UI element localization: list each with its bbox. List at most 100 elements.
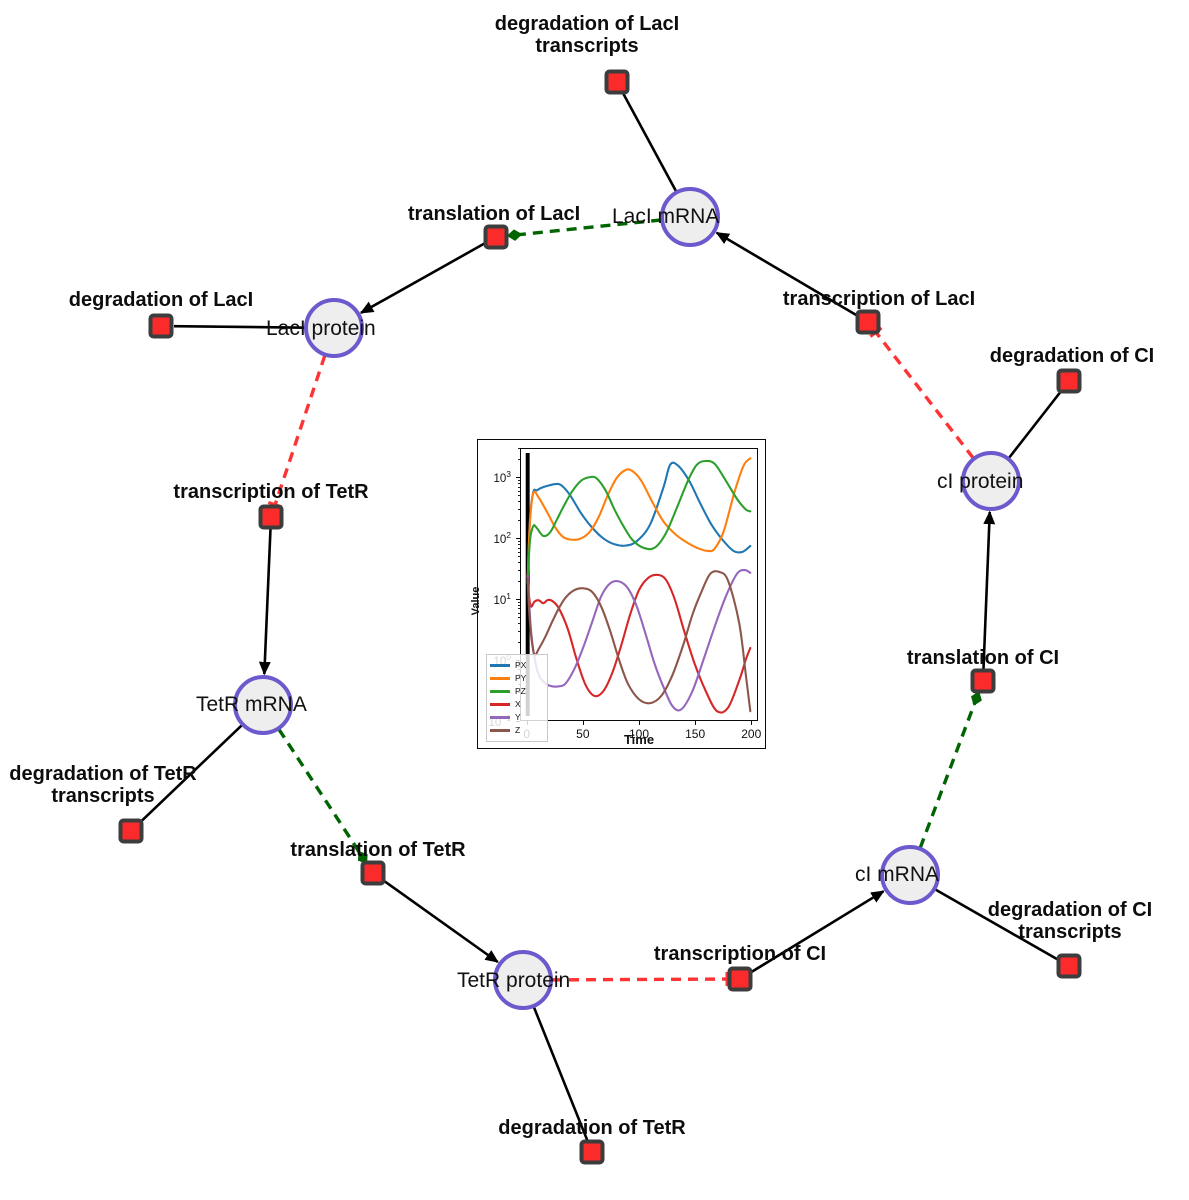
chart-legend-item: PX (490, 659, 544, 672)
node-layer (118, 69, 1082, 1165)
chart-x-tick-mark (751, 721, 753, 725)
reaction-label-line: transcripts (535, 35, 639, 58)
chart-y-tick-mark (516, 538, 520, 540)
chart-y-minor-tick (517, 501, 520, 503)
reaction-label-line: degradation of LacI (494, 13, 680, 35)
edge-tx_tetr-to-tetr_mrna (258, 527, 272, 676)
reaction-node-deg_laci[interactable] (148, 313, 174, 339)
species-node-laci_mrna[interactable] (660, 187, 720, 247)
edge-tetr_mrna-to-deg_tetr_tx (139, 724, 243, 823)
reaction-label-deg_laci: degradation of LacI (69, 289, 253, 311)
chart-plot-area (520, 448, 758, 721)
species-node-ci_prot[interactable] (961, 451, 1021, 511)
chart-legend-item: Y (490, 711, 544, 724)
reaction-node-transl_ci[interactable] (970, 668, 996, 694)
reaction-node-transl_laci[interactable] (483, 224, 509, 250)
reaction-label-deg_ci_tx: degradation of CI transcripts (988, 899, 1152, 944)
edge-laci_prot-to-tx_tetr (267, 354, 327, 509)
reaction-label-tx_ci: transcription of CI (654, 943, 826, 965)
chart-y-minor-tick (517, 562, 520, 564)
chart-series-PY (528, 458, 751, 578)
chart-series-layer (525, 452, 757, 717)
reaction-label-line: degradation of LacI (68, 289, 254, 311)
chart-x-tick-label: 150 (685, 727, 706, 741)
edge-ci_prot-to-tx_laci (869, 326, 975, 460)
reaction-label-line: degradation of CI (989, 345, 1155, 367)
species-label-laci_prot: LacI protein (266, 317, 376, 340)
legend-label: PZ (515, 686, 526, 697)
legend-label: X (515, 699, 521, 710)
chart-series-PZ (528, 461, 751, 584)
chart-y-minor-tick (517, 490, 520, 492)
chart-y-tick-label: 101 (493, 591, 511, 607)
reaction-label-line: translation of LacI (407, 203, 581, 225)
species-node-laci_prot[interactable] (304, 298, 364, 358)
chart-y-minor-tick (517, 448, 520, 449)
reaction-label-line: transcripts (1018, 921, 1122, 944)
edge-laci_prot-to-deg_laci (173, 324, 306, 329)
chart-y-minor-tick (517, 641, 520, 643)
reaction-node-deg_tetr_tx[interactable] (118, 818, 144, 844)
edge-tx_laci-to-laci_mrna (715, 231, 860, 318)
chart-y-minor-tick (517, 630, 520, 632)
chart-y-minor-tick (517, 495, 520, 497)
chart-y-minor-tick (517, 608, 520, 610)
reaction-node-transl_tetr[interactable] (360, 860, 386, 886)
reaction-label-deg_tetr: degradation of TetR (498, 1117, 685, 1139)
chart-y-tick-label: 102 (493, 530, 511, 546)
reaction-label-tx_tetr: transcription of TetR (173, 481, 368, 503)
reaction-node-tx_ci[interactable] (727, 966, 753, 992)
legend-label: PX (515, 660, 527, 671)
chart-y-minor-tick (517, 483, 520, 484)
chart-y-minor-tick (517, 556, 520, 558)
edge-tx_ci-to-ci_mrna (748, 890, 885, 975)
reaction-node-deg_ci[interactable] (1056, 368, 1082, 394)
reaction-label-deg_ci: degradation of CI (990, 345, 1154, 367)
reaction-label-line: degradation of TetR (9, 763, 197, 785)
reaction-node-tx_laci[interactable] (855, 309, 881, 335)
species-node-tetr_mrna[interactable] (233, 675, 293, 735)
chart-y-minor-tick (517, 569, 520, 571)
legend-label: Y (515, 712, 521, 723)
reaction-label-tx_laci: transcription of LacI (783, 288, 975, 310)
chart-y-minor-tick (517, 617, 520, 619)
reaction-label-line: transcription of TetR (173, 481, 369, 503)
reaction-node-deg_tetr[interactable] (579, 1139, 605, 1165)
chart-y-tick-mark (516, 599, 520, 601)
chart-y-minor-tick (517, 612, 520, 614)
species-node-tetr_prot[interactable] (493, 950, 553, 1010)
legend-color-swatch (490, 677, 510, 680)
reaction-label-deg_laci_tx: degradation of LacI transcripts (495, 13, 679, 58)
reaction-label-transl_ci: translation of CI (907, 647, 1059, 669)
chart-y-minor-tick (517, 508, 520, 510)
reaction-node-tx_tetr[interactable] (258, 504, 284, 530)
chart-x-tick-label: 50 (576, 727, 590, 741)
edge-tetr_prot-to-tx_ci (551, 971, 729, 987)
chart-y-minor-tick (517, 458, 520, 460)
chart-x-tick-mark (639, 721, 641, 725)
species-label-laci_mrna: LacI mRNA (612, 205, 720, 228)
chart-y-minor-tick (517, 601, 520, 603)
chart-y-minor-tick (517, 580, 520, 582)
chart-x-tick-mark (582, 721, 585, 725)
reaction-node-deg_ci_tx[interactable] (1056, 953, 1082, 979)
chart-y-minor-tick (517, 479, 520, 481)
chart-series-Z (528, 571, 751, 711)
edge-transl_ci-to-ci_prot (982, 510, 996, 671)
edge-transl_laci-to-laci_prot (359, 241, 488, 314)
chart-series-X (528, 575, 751, 713)
reaction-label-line: degradation of CI (987, 899, 1153, 921)
chart-legend-item: Z (490, 724, 544, 737)
reaction-label-transl_tetr: translation of TetR (290, 839, 465, 861)
chart-x-tick-mark (695, 721, 697, 725)
chart-y-minor-tick (517, 623, 520, 625)
species-node-ci_mrna[interactable] (880, 845, 940, 905)
chart-x-tick-label: 100 (628, 727, 650, 741)
legend-color-swatch (490, 664, 510, 667)
chart-x-axis-label: Time (623, 732, 655, 747)
legend-label: PY (515, 673, 527, 684)
inset-timeseries-chart: Value 10−1100101102103 050100150200 Time… (470, 439, 766, 749)
reaction-node-deg_laci_tx[interactable] (604, 69, 630, 95)
